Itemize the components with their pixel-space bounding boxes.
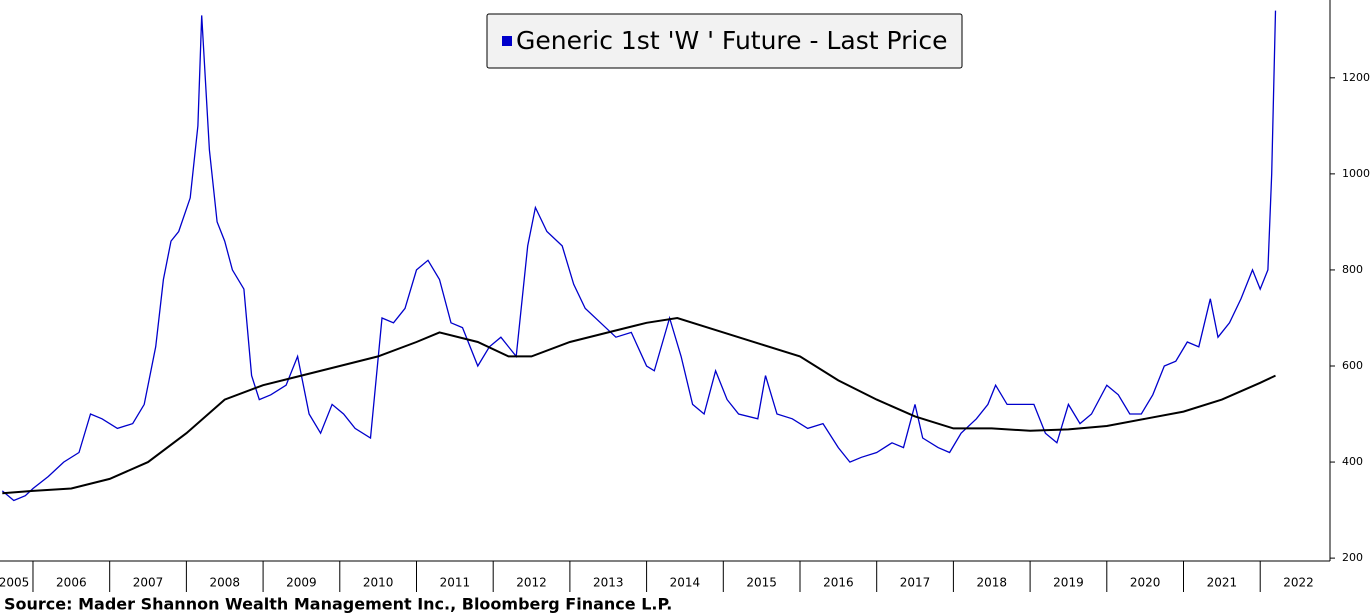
x-tick-label: 2006 xyxy=(56,576,87,590)
x-tick-label: 2007 xyxy=(133,576,164,590)
y-tick-label: 1000 xyxy=(1342,167,1370,180)
y-tick-label: 400 xyxy=(1342,455,1363,468)
x-tick-label: 2021 xyxy=(1207,576,1238,590)
legend-box xyxy=(486,13,963,69)
x-tick-label: 2017 xyxy=(900,576,931,590)
y-tick-label: 800 xyxy=(1342,263,1363,276)
x-tick-label: 2014 xyxy=(670,576,701,590)
average-line xyxy=(2,316,1276,495)
x-tick-label: 2012 xyxy=(516,576,547,590)
x-tick-label: 2005 xyxy=(0,576,29,590)
source: Source: Mader Shannon Wealth Management … xyxy=(4,595,672,614)
x-tick-label: 2008 xyxy=(209,576,240,590)
x-tick-label: 2011 xyxy=(440,576,471,590)
price-line xyxy=(1,10,1277,502)
x-tick-label: 2019 xyxy=(1053,576,1084,590)
y-tick-label: 600 xyxy=(1342,359,1363,372)
x-tick-label: 2010 xyxy=(363,576,394,590)
plot xyxy=(1,10,1277,502)
y-tick-label: 200 xyxy=(1342,551,1363,564)
x-tick-label: 2016 xyxy=(823,576,854,590)
x-tick-label: 2018 xyxy=(976,576,1007,590)
legend-marker xyxy=(502,36,512,46)
x-tick-label: 2009 xyxy=(286,576,317,590)
legend-label: Generic 1st 'W ' Future - Last Price xyxy=(516,26,947,55)
x-tick-label: 2015 xyxy=(746,576,777,590)
x-tick-label: 2013 xyxy=(593,576,624,590)
x-tick-label: 2022 xyxy=(1283,576,1314,590)
y-tick-label: 1200 xyxy=(1342,71,1370,84)
x-tick-label: 2020 xyxy=(1130,576,1161,590)
